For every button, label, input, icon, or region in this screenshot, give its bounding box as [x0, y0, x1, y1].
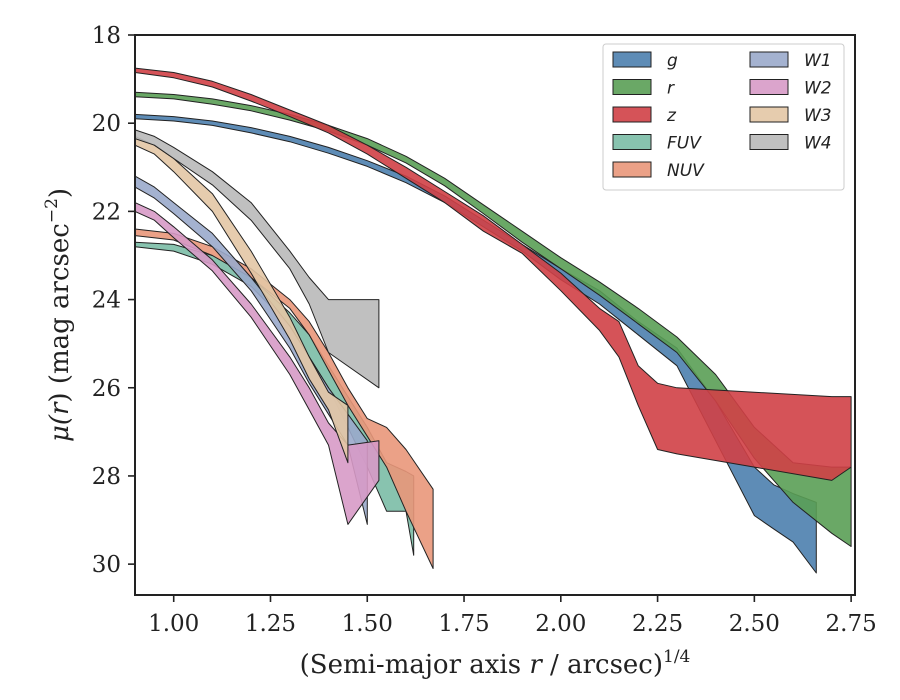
data-bands — [135, 67, 852, 574]
legend-swatch-z — [612, 106, 652, 123]
legend-swatch-w2 — [749, 79, 789, 95]
x-axis-label: (Semi-major axis r / arcsec)1/4 — [300, 647, 691, 680]
legend: grz FUV NUV W1 W2 W3 W4 — [602, 43, 845, 191]
x-tick-label: 1.25 — [245, 611, 296, 637]
x-tick-label: 2.25 — [632, 611, 683, 637]
y-tick-label: 20 — [92, 111, 121, 137]
legend-label-w2: W2 — [804, 79, 832, 99]
x-tick-label: 2.50 — [729, 611, 780, 637]
x-tick-label: 1.50 — [342, 611, 393, 637]
x-tick-label: 1.00 — [148, 611, 199, 637]
band-w1 — [135, 175, 368, 525]
legend-swatch-w4 — [749, 134, 789, 150]
legend-swatch-r — [612, 79, 652, 95]
x-axis-ticks: 1.00 1.25 1.50 1.75 2.00 2.25 2.50 2.75 — [148, 595, 877, 637]
x-tick-label: 2.75 — [826, 611, 877, 637]
band-w4 — [135, 129, 380, 389]
y-tick-label: 22 — [92, 199, 121, 225]
legend-label-nuv: NUV — [667, 161, 705, 181]
band-z — [135, 67, 852, 481]
y-tick-label: 18 — [92, 23, 121, 49]
legend-swatch-nuv — [612, 161, 652, 178]
y-tick-label: 24 — [92, 288, 121, 314]
y-tick-label: 26 — [92, 376, 121, 402]
legend-label-w4: W4 — [804, 134, 832, 154]
band-nuv — [135, 228, 434, 569]
band-w2 — [135, 202, 380, 525]
x-tick-label: 1.75 — [438, 611, 489, 637]
legend-swatch-w1 — [749, 51, 789, 68]
band-g — [135, 113, 817, 574]
band-w3 — [135, 135, 349, 464]
legend-swatch-fuv — [612, 134, 652, 150]
x-tick-label: 2.00 — [535, 611, 586, 637]
y-axis-ticks: 18 20 22 24 26 28 30 — [92, 23, 135, 578]
legend-label-g: g — [667, 51, 678, 71]
plot-frame — [134, 34, 856, 596]
legend-label-z: z — [666, 106, 677, 126]
legend-label-fuv: FUV — [667, 134, 702, 154]
legend-label-r: r — [667, 79, 675, 99]
y-tick-label: 28 — [92, 464, 121, 490]
y-tick-label: 30 — [92, 552, 121, 578]
legend-label-w1: W1 — [804, 51, 832, 71]
legend-label-w3: W3 — [804, 106, 832, 126]
legend-swatch-w3 — [749, 106, 789, 123]
y-axis-label: μ(r) (mag arcsec−2) — [42, 188, 75, 442]
legend-swatch-g — [612, 51, 652, 68]
